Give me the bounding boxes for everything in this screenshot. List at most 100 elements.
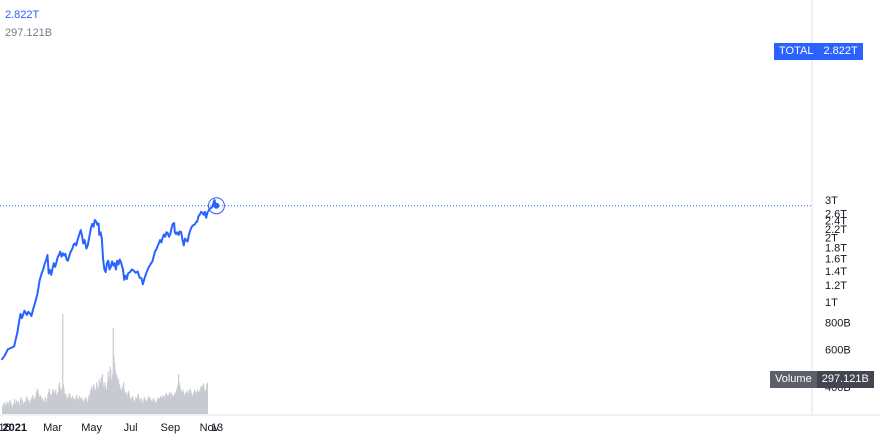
volume-bar [64,392,66,414]
y-tick-label: 1.4T [825,266,847,278]
volume-bar [108,380,111,414]
volume-bar [194,390,196,414]
volume-bar [165,394,167,414]
volume-bar [104,382,106,414]
volume-bar [158,398,160,414]
y-tick-label: 2T [825,233,838,245]
volume-bar [190,390,192,414]
volume-bar [82,401,84,414]
volume-bar [174,394,176,414]
volume-bar [105,389,107,414]
volume-bar [129,398,131,414]
y-tick-label: 2.2T [825,224,847,236]
volume-bar [7,404,9,414]
volume-bar [6,401,8,414]
volume-bar [130,399,132,414]
volume-bar [137,394,139,414]
y-tick-label: 1.2T [825,280,847,292]
volume-bar [148,397,150,414]
volume-bar [105,385,107,414]
volume-bar [87,402,89,414]
volume-bar [179,385,181,414]
volume-bar [153,400,155,414]
y-tick-label: 2.6T [825,208,847,220]
price-series-line [1,199,218,361]
volume-bar [62,384,64,414]
volume-bar [141,402,143,414]
y-tick-label: 1.6T [825,253,847,265]
chart-legend: 2.822T 297.121B [5,6,52,42]
x-tick-label: 16 [0,422,11,434]
volume-bar [56,397,58,414]
volume-bar [64,396,66,414]
volume-bar [25,402,27,414]
volume-bar [128,390,130,414]
volume-bar [10,401,12,414]
volume-bar [69,397,72,414]
volume-bar [165,392,168,414]
volume-bar [99,384,102,414]
volume-bar [92,390,94,414]
volume-bar [83,400,86,414]
volume-bar [90,389,92,414]
volume-bar [55,395,57,414]
volume-bar [19,399,22,414]
volume-bar [37,389,39,414]
volume-bar [206,384,208,414]
volume-bar [34,400,36,414]
volume-bar [185,394,187,414]
volume-bar [29,404,31,414]
volume-bar [17,405,19,414]
volume-bar [47,394,49,414]
y-tick-label: 3T [825,195,838,207]
volume-bar [2,405,4,414]
volume-bar [180,390,182,414]
volume-bar [118,383,120,414]
volume-bar [89,392,91,414]
volume-bar [188,394,190,414]
volume-bar [155,403,157,414]
volume-bar [125,391,127,414]
volume-bar [195,392,197,414]
volume-bar [145,401,147,414]
volume-bar [63,388,65,414]
volume-bar [95,388,97,414]
volume-bar [202,386,204,414]
volume-bar [138,397,140,414]
volume-bar [14,399,16,414]
volume-bar [49,392,51,414]
volume-bar [156,401,158,414]
volume-bar [24,405,26,414]
volume-bar [5,405,8,414]
volume-bar [37,392,40,414]
volume-bar [192,396,194,414]
volume-bar [69,394,71,414]
volume-bar [159,398,161,414]
volume-bar [108,377,110,414]
volume-bar [186,391,188,414]
volume-bar [70,398,72,414]
volume-bar [109,366,111,414]
volume-bar [96,382,98,414]
volume-bar [35,398,37,414]
volume-bar [142,403,144,414]
volume-bar [81,398,83,414]
volume-bar [44,397,47,414]
volume-bar [89,397,91,414]
volume-bar [21,402,23,414]
x-tick-label: May [81,422,102,434]
volume-bar [192,394,194,414]
volume-bar [142,400,144,414]
volume-bar [170,392,173,414]
volume-bar [115,375,117,414]
volume-bar [175,391,177,414]
volume-bar [151,401,153,414]
volume-bar [115,374,118,414]
volume-bar [40,397,42,414]
volume-bar [99,382,101,414]
volume-bar [27,401,29,414]
volume-bar [164,398,166,414]
volume-bar [189,388,191,414]
volume-bar [149,399,151,414]
